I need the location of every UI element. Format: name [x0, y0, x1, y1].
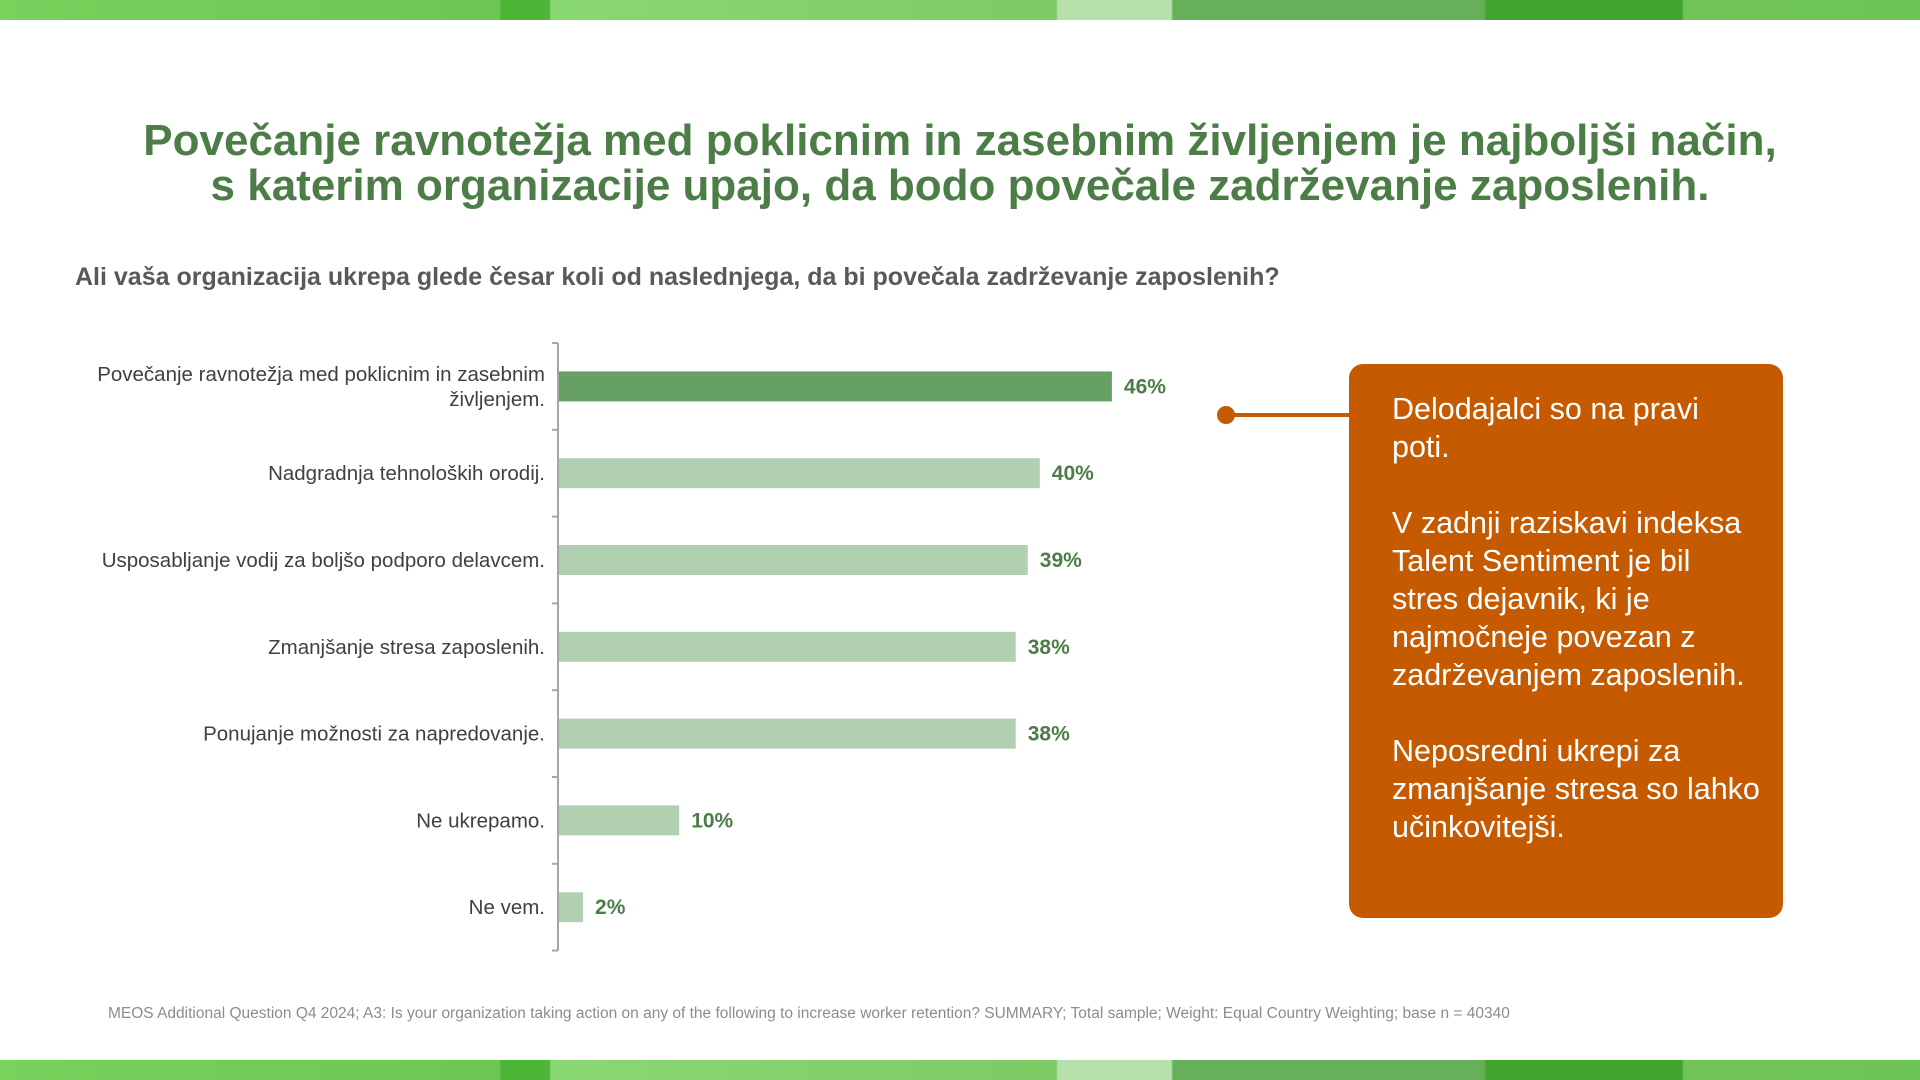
- footnote: MEOS Additional Question Q4 2024; A3: Is…: [108, 1005, 1510, 1022]
- page-title: Povečanje ravnotežja med poklicnim in za…: [0, 118, 1920, 208]
- category-label: Zmanjšanje stresa zaposlenih.: [268, 636, 545, 659]
- value-label: 38%: [1028, 723, 1070, 746]
- bar: [559, 371, 1112, 402]
- callout-paragraph: Neposredni ukrepi za zmanjšanje stresa s…: [1392, 734, 1760, 844]
- category-label: Usposabljanje vodij za boljšo podporo de…: [102, 549, 545, 572]
- value-label: 46%: [1124, 375, 1166, 398]
- callout-box: Delodajalci so na pravi poti. V zadnji r…: [1349, 364, 1783, 918]
- callout-paragraph: V zadnji raziskavi indeksa Talent Sentim…: [1392, 506, 1745, 692]
- title-line-1: Povečanje ravnotežja med poklicnim in za…: [143, 116, 1777, 165]
- value-label: 2%: [595, 896, 626, 919]
- value-label: 38%: [1028, 636, 1070, 659]
- category-label: življenjem.: [449, 388, 545, 411]
- top-decorative-band: [0, 0, 1920, 20]
- category-label: Ponujanje možnosti za napredovanje.: [203, 723, 545, 746]
- bar: [559, 718, 1016, 749]
- category-label: Nadgradnja tehnoloških orodij.: [268, 462, 545, 485]
- title-line-2: s katerim organizacije upajo, da bodo po…: [210, 161, 1710, 210]
- bar: [559, 545, 1028, 575]
- bottom-decorative-band: [0, 1060, 1920, 1080]
- category-label: Ne ukrepamo.: [416, 809, 545, 832]
- value-label: 40%: [1052, 462, 1094, 485]
- value-label: 10%: [691, 809, 733, 832]
- callout-paragraph: Delodajalci so na pravi poti.: [1392, 392, 1699, 464]
- bar: [559, 631, 1016, 662]
- category-label: Povečanje ravnotežja med poklicnim in za…: [97, 363, 545, 386]
- value-label: 39%: [1040, 549, 1082, 572]
- category-label: Ne vem.: [469, 896, 545, 919]
- bar: [559, 458, 1040, 489]
- callout-connector-line: [1226, 413, 1350, 417]
- chart-question: Ali vaša organizacija ukrepa glede česar…: [75, 263, 1280, 291]
- bar: [559, 892, 584, 923]
- bar: [559, 805, 680, 836]
